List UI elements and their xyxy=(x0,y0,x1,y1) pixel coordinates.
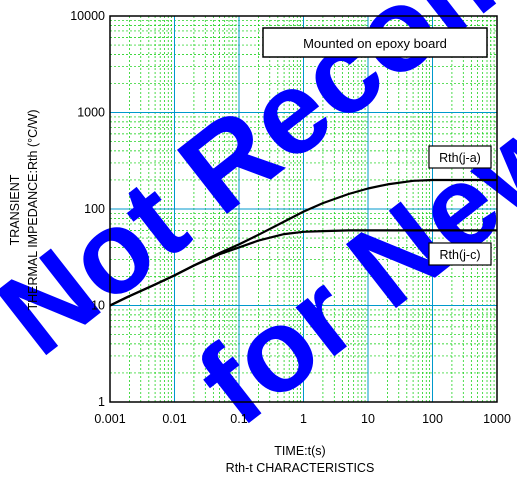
x-tick-label: 10 xyxy=(361,412,375,426)
y-axis-label-line1: TRANSIENT xyxy=(8,174,22,245)
x-tick-labels: 0.001 0.01 0.1 1 10 100 1000 xyxy=(94,412,511,426)
series-curves xyxy=(109,178,497,307)
x-tick-label: 0.1 xyxy=(230,412,247,426)
x-axis-label: TIME:t(s) xyxy=(274,444,325,458)
y-axis-label-line2: THERMAL IMPEDANCE:Rth (°C/W) xyxy=(26,109,40,310)
grid-lines xyxy=(110,16,497,402)
x-tick-label: 1 xyxy=(300,412,307,426)
x-tick-label: 0.001 xyxy=(94,412,125,426)
y-tick-labels: 1 10 100 1000 10000 xyxy=(70,9,105,409)
y-tick-label: 1000 xyxy=(77,106,105,120)
x-tick-label: 1000 xyxy=(483,412,511,426)
series-line-rth-jc xyxy=(109,229,497,307)
series-label-rth-ja: Rth(j-a) xyxy=(439,151,481,165)
series-label-rth-jc: Rth(j-c) xyxy=(440,248,481,262)
y-tick-label: 10000 xyxy=(70,9,105,23)
x-tick-label: 0.01 xyxy=(162,412,186,426)
y-tick-label: 1 xyxy=(98,395,105,409)
x-tick-label: 100 xyxy=(422,412,443,426)
annotation-text: Mounted on epoxy board xyxy=(303,36,447,51)
legend-label-rth-ja: Rth(j-a) xyxy=(428,145,492,169)
y-tick-label: 100 xyxy=(84,202,105,216)
y-tick-label: 10 xyxy=(91,299,105,313)
annotation-box: Mounted on epoxy board xyxy=(262,27,488,58)
legend-label-rth-jc: Rth(j-c) xyxy=(428,242,492,266)
chart-title: Rth-t CHARACTERISTICS xyxy=(226,461,375,475)
plot-frame xyxy=(109,15,498,403)
